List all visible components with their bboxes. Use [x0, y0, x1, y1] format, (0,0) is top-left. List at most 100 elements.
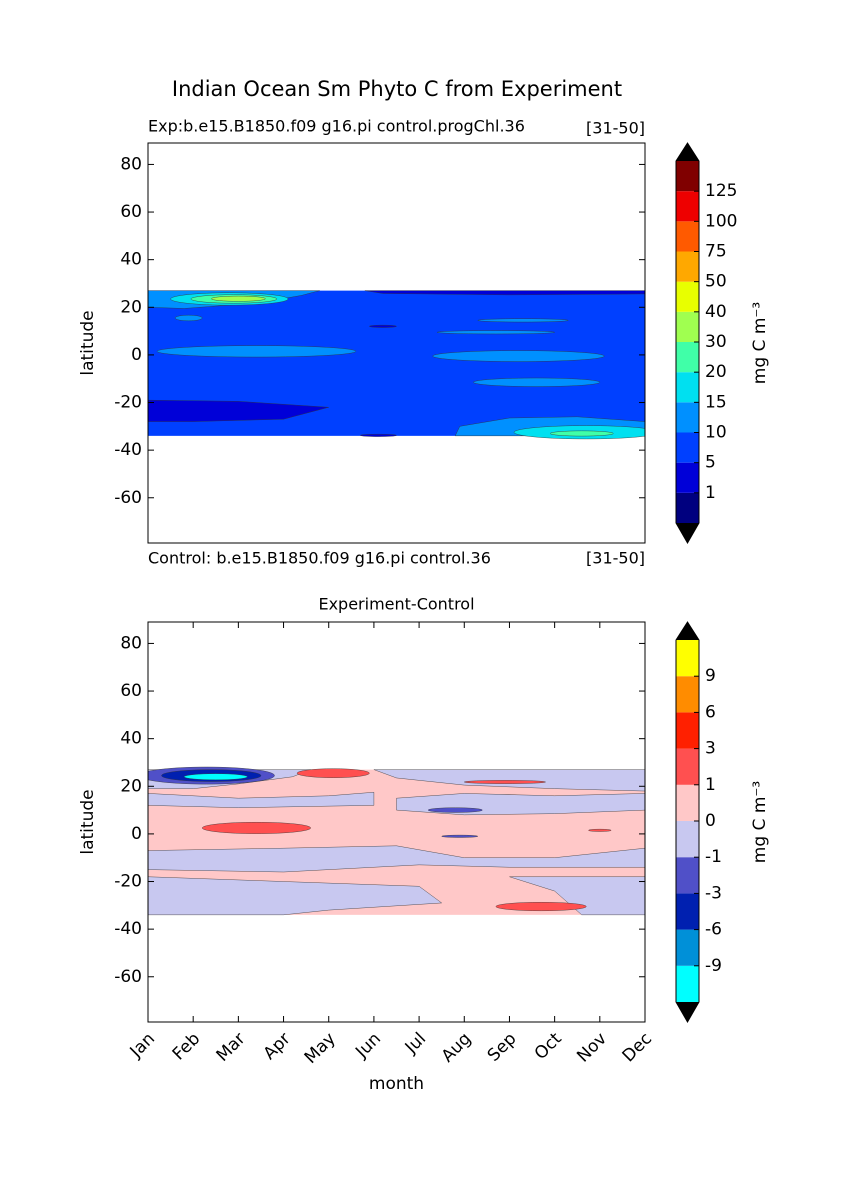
- contour-region: [441, 834, 479, 838]
- colorbar-tick-label: 0: [705, 811, 716, 831]
- x-tick-label: Oct: [531, 1029, 566, 1064]
- colorbar-tick-label: -1: [705, 847, 722, 867]
- colorbar-segment: [676, 372, 699, 403]
- colorbar-label: mg C m⁻³: [750, 781, 770, 863]
- colorbar-tick-label: 20: [705, 362, 727, 382]
- y-tick-label: 80: [120, 633, 142, 653]
- colorbar-outline: [675, 142, 700, 545]
- contour-region: [509, 876, 645, 916]
- y-tick-label: -20: [114, 872, 142, 892]
- contour-field: [148, 766, 645, 916]
- contour-region: [148, 399, 329, 422]
- colorbar-tick-label: 50: [705, 272, 727, 292]
- x-tick-label: Jun: [351, 1029, 385, 1063]
- figure-title: Indian Ocean Sm Phyto C from Experiment: [172, 77, 622, 101]
- y-axis-label: latitude: [78, 789, 98, 854]
- colorbar-tick-label: 30: [705, 332, 727, 352]
- colorbar-label: mg C m⁻³: [750, 302, 770, 384]
- contour-region: [148, 876, 443, 916]
- colorbar-tick-label: 15: [705, 392, 727, 412]
- contour-region: [148, 792, 375, 808]
- colorbar-segment: [676, 748, 699, 785]
- caption-left: Control: b.e15.B1850.f09 g16.pi control.…: [148, 549, 491, 568]
- colorbar-segment: [676, 640, 699, 677]
- y-tick-label: -60: [114, 488, 142, 508]
- y-tick-label: 40: [120, 729, 142, 749]
- colorbar-tick-label: 100: [705, 211, 737, 231]
- y-tick-label: 80: [120, 154, 142, 174]
- colorbar-segment: [676, 492, 699, 523]
- y-tick-label: 0: [131, 345, 142, 365]
- contour-region: [427, 807, 483, 813]
- contour-field: [148, 290, 645, 440]
- axes-frame: [147, 621, 646, 1023]
- colorbar-segment: [676, 821, 699, 858]
- colorbar-tick-label: 5: [705, 453, 716, 473]
- colorbar-segment: [676, 712, 699, 749]
- colorbar-tick-label: 10: [705, 423, 727, 443]
- subtitle-left: Exp:b.e15.B1850.f09 g16.pi control.progC…: [148, 117, 525, 136]
- x-tick-label: Sep: [484, 1029, 521, 1066]
- y-tick-label: 20: [120, 297, 142, 317]
- contour-region: [174, 314, 203, 322]
- x-tick-label: Dec: [619, 1029, 656, 1066]
- colorbar-segment: [676, 676, 699, 713]
- colorbar-tick-label: -6: [705, 920, 722, 940]
- contour-region: [148, 845, 645, 873]
- x-tick-label: Apr: [260, 1029, 295, 1064]
- x-tick-label: Jul: [401, 1029, 430, 1058]
- contour-region: [369, 324, 397, 328]
- colorbar-segment: [676, 281, 699, 312]
- axes-title: Experiment-Control: [318, 595, 474, 614]
- contour-region: [477, 318, 569, 323]
- colorbar-extend: [676, 143, 699, 161]
- contour-region: [464, 780, 546, 784]
- contour-region: [211, 295, 266, 302]
- contour-region: [432, 350, 605, 362]
- contour-region: [202, 822, 311, 834]
- colorbar-extend: [676, 622, 699, 640]
- contour-region: [364, 290, 645, 296]
- y-tick-label: -20: [114, 393, 142, 413]
- colorbar-segment: [676, 929, 699, 966]
- axes-frame: [147, 142, 646, 544]
- contour-region: [473, 377, 601, 387]
- colorbar-tick-label: 40: [705, 302, 727, 322]
- contour-region: [296, 768, 370, 778]
- x-tick-label: Mar: [213, 1029, 250, 1066]
- colorbar-segment: [676, 784, 699, 821]
- colorbar-segment: [676, 857, 699, 894]
- y-tick-label: -40: [114, 440, 142, 460]
- colorbar-tick-label: 1: [705, 483, 716, 503]
- colorbar-segment: [676, 965, 699, 1002]
- y-tick-label: 20: [120, 776, 142, 796]
- contour-region: [549, 430, 614, 437]
- colorbar-segment: [676, 251, 699, 282]
- contour-region: [436, 330, 555, 335]
- colorbar-segment: [676, 342, 699, 373]
- x-tick-label: Jan: [126, 1029, 159, 1062]
- contour-region: [495, 902, 587, 912]
- x-tick-label: Nov: [573, 1029, 611, 1067]
- y-axis-label: latitude: [78, 310, 98, 375]
- colorbar-tick-label: 3: [705, 739, 716, 759]
- contour-region: [360, 433, 397, 437]
- colorbar-segment: [676, 432, 699, 463]
- colorbar-segment: [676, 462, 699, 493]
- y-tick-label: -60: [114, 967, 142, 987]
- contour-region: [183, 773, 248, 781]
- colorbar-extend: [676, 523, 699, 543]
- y-tick-label: 60: [120, 202, 142, 222]
- x-axis-label: month: [369, 1074, 424, 1094]
- colorbar-segment: [676, 191, 699, 222]
- colorbar-tick-label: 125: [705, 181, 737, 201]
- caption-right: [31-50]: [586, 549, 645, 568]
- colorbar-segment: [676, 402, 699, 433]
- colorbar-outline: [675, 621, 700, 1024]
- colorbar-segment: [676, 893, 699, 930]
- colorbar-segment: [676, 311, 699, 342]
- y-tick-label: -40: [114, 919, 142, 939]
- colorbar-segment: [676, 161, 699, 192]
- y-tick-label: 40: [120, 250, 142, 270]
- y-tick-label: 60: [120, 681, 142, 701]
